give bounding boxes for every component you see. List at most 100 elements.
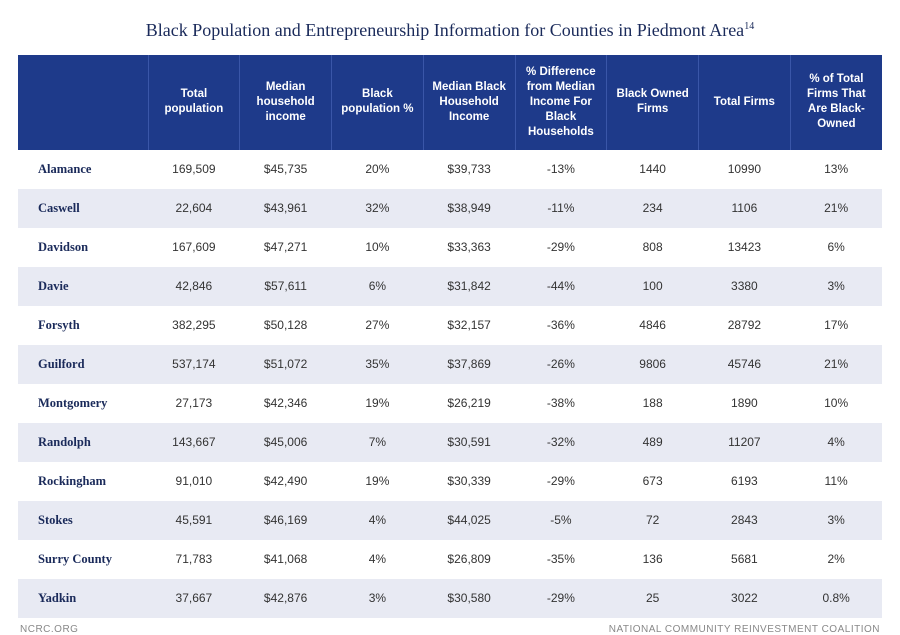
cell: 4%: [790, 423, 882, 462]
cell: $51,072: [240, 345, 332, 384]
cell: 13423: [699, 228, 791, 267]
cell: $30,591: [423, 423, 515, 462]
cell: -36%: [515, 306, 607, 345]
cell: 1440: [607, 150, 699, 189]
cell: -29%: [515, 228, 607, 267]
cell: 32%: [332, 189, 424, 228]
cell: -44%: [515, 267, 607, 306]
cell: 25: [607, 579, 699, 618]
cell: 91,010: [148, 462, 240, 501]
table-row: Caswell22,604$43,96132%$38,949-11%234110…: [18, 189, 882, 228]
cell: $26,809: [423, 540, 515, 579]
cell: $31,842: [423, 267, 515, 306]
cell: 7%: [332, 423, 424, 462]
data-table: Total populationMedian household incomeB…: [18, 55, 882, 618]
cell: 72: [607, 501, 699, 540]
cell: -13%: [515, 150, 607, 189]
cell: $37,869: [423, 345, 515, 384]
cell: 22,604: [148, 189, 240, 228]
title-superscript: 14: [744, 21, 754, 32]
cell: 143,667: [148, 423, 240, 462]
table-row: Stokes45,591$46,1694%$44,025-5%7228433%: [18, 501, 882, 540]
column-header: Black population %: [332, 55, 424, 150]
cell: 13%: [790, 150, 882, 189]
footer-right: NATIONAL COMMUNITY REINVESTMENT COALITIO…: [609, 624, 880, 635]
cell: 2843: [699, 501, 791, 540]
cell: 537,174: [148, 345, 240, 384]
cell: $30,339: [423, 462, 515, 501]
cell: 10990: [699, 150, 791, 189]
row-label: Surry County: [18, 540, 148, 579]
row-label: Guilford: [18, 345, 148, 384]
cell: 6193: [699, 462, 791, 501]
cell: $33,363: [423, 228, 515, 267]
cell: -29%: [515, 462, 607, 501]
cell: $57,611: [240, 267, 332, 306]
table-row: Montgomery27,173$42,34619%$26,219-38%188…: [18, 384, 882, 423]
row-label: Alamance: [18, 150, 148, 189]
cell: 21%: [790, 345, 882, 384]
cell: 11%: [790, 462, 882, 501]
cell: -35%: [515, 540, 607, 579]
cell: 673: [607, 462, 699, 501]
cell: -32%: [515, 423, 607, 462]
cell: -5%: [515, 501, 607, 540]
cell: 6%: [332, 267, 424, 306]
cell: $43,961: [240, 189, 332, 228]
cell: 1106: [699, 189, 791, 228]
column-header: [18, 55, 148, 150]
cell: $39,733: [423, 150, 515, 189]
cell: 4846: [607, 306, 699, 345]
cell: 27%: [332, 306, 424, 345]
column-header: % of Total Firms That Are Black-Owned: [790, 55, 882, 150]
cell: 11207: [699, 423, 791, 462]
cell: $50,128: [240, 306, 332, 345]
cell: 1890: [699, 384, 791, 423]
cell: 4%: [332, 540, 424, 579]
cell: 10%: [790, 384, 882, 423]
cell: $45,735: [240, 150, 332, 189]
column-header: Black Owned Firms: [607, 55, 699, 150]
row-label: Randolph: [18, 423, 148, 462]
cell: 0.8%: [790, 579, 882, 618]
table-row: Yadkin37,667$42,8763%$30,580-29%2530220.…: [18, 579, 882, 618]
cell: 489: [607, 423, 699, 462]
cell: $46,169: [240, 501, 332, 540]
cell: $42,876: [240, 579, 332, 618]
table-row: Forsyth382,295$50,12827%$32,157-36%48462…: [18, 306, 882, 345]
table-row: Randolph143,667$45,0067%$30,591-32%48911…: [18, 423, 882, 462]
table-row: Davidson167,609$47,27110%$33,363-29%8081…: [18, 228, 882, 267]
table-row: Davie42,846$57,6116%$31,842-44%10033803%: [18, 267, 882, 306]
cell: -11%: [515, 189, 607, 228]
table-row: Rockingham91,010$42,49019%$30,339-29%673…: [18, 462, 882, 501]
cell: 169,509: [148, 150, 240, 189]
cell: 35%: [332, 345, 424, 384]
cell: 100: [607, 267, 699, 306]
footer-left: NCRC.ORG: [20, 624, 78, 635]
cell: 167,609: [148, 228, 240, 267]
cell: -29%: [515, 579, 607, 618]
cell: 234: [607, 189, 699, 228]
cell: 136: [607, 540, 699, 579]
table-row: Guilford537,174$51,07235%$37,869-26%9806…: [18, 345, 882, 384]
footer: NCRC.ORG NATIONAL COMMUNITY REINVESTMENT…: [18, 624, 882, 635]
cell: $42,346: [240, 384, 332, 423]
cell: 4%: [332, 501, 424, 540]
column-header: Total population: [148, 55, 240, 150]
cell: $38,949: [423, 189, 515, 228]
row-label: Forsyth: [18, 306, 148, 345]
cell: $41,068: [240, 540, 332, 579]
row-label: Montgomery: [18, 384, 148, 423]
cell: 2%: [790, 540, 882, 579]
cell: 3%: [332, 579, 424, 618]
cell: 28792: [699, 306, 791, 345]
cell: $30,580: [423, 579, 515, 618]
cell: 45746: [699, 345, 791, 384]
cell: 9806: [607, 345, 699, 384]
table-row: Alamance169,509$45,73520%$39,733-13%1440…: [18, 150, 882, 189]
cell: $45,006: [240, 423, 332, 462]
table-header: Total populationMedian household incomeB…: [18, 55, 882, 150]
table-row: Surry County71,783$41,0684%$26,809-35%13…: [18, 540, 882, 579]
column-header: Median Black Household Income: [423, 55, 515, 150]
column-header: Total Firms: [699, 55, 791, 150]
